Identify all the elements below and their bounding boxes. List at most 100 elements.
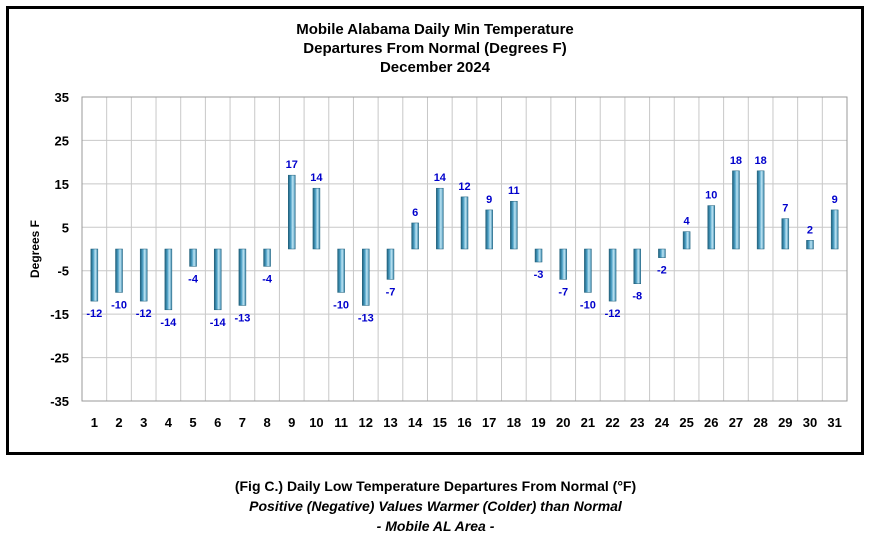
y-tick-label: -35 bbox=[50, 394, 69, 409]
y-tick-label: 5 bbox=[62, 220, 69, 235]
data-label-day-7: -13 bbox=[234, 312, 250, 324]
data-label-day-17: 9 bbox=[486, 194, 492, 206]
bar-day-29 bbox=[781, 218, 790, 250]
x-tick-label: 31 bbox=[827, 415, 841, 430]
y-tick-label: -15 bbox=[50, 307, 69, 322]
bar-day-24 bbox=[658, 248, 666, 258]
data-label-day-30: 2 bbox=[807, 224, 813, 236]
x-tick-label: 8 bbox=[263, 415, 270, 430]
x-tick-label: 24 bbox=[655, 415, 670, 430]
chart-svg: Mobile Alabama Daily Min Temperature Depa… bbox=[28, 21, 848, 430]
bar-day-19 bbox=[534, 248, 543, 263]
bar-day-20 bbox=[559, 248, 567, 280]
x-tick-label: 17 bbox=[482, 415, 496, 430]
data-label-day-26: 10 bbox=[705, 190, 717, 202]
data-label-day-24: -2 bbox=[657, 265, 667, 277]
x-tick-label: 10 bbox=[309, 415, 323, 430]
y-tick-label: 35 bbox=[55, 90, 69, 105]
bar-day-5 bbox=[189, 248, 197, 267]
data-label-day-13: -7 bbox=[386, 286, 396, 298]
y-tick-label: 15 bbox=[55, 177, 69, 192]
bar-day-14 bbox=[411, 222, 419, 250]
bar-day-25 bbox=[682, 231, 691, 250]
y-axis-label: Degrees F bbox=[28, 220, 42, 278]
data-label-day-20: -7 bbox=[558, 286, 568, 298]
plot-area bbox=[81, 96, 848, 402]
x-tick-label: 13 bbox=[383, 415, 397, 430]
bar-day-6 bbox=[213, 248, 222, 311]
x-tick-label: 4 bbox=[165, 415, 173, 430]
data-label-day-19: -3 bbox=[534, 269, 544, 281]
data-label-day-29: 7 bbox=[782, 203, 788, 215]
x-tick-label: 3 bbox=[140, 415, 147, 430]
bar-day-8 bbox=[263, 248, 271, 267]
x-tick-label: 21 bbox=[581, 415, 595, 430]
y-tick-label: -5 bbox=[57, 264, 69, 279]
data-label-day-28: 18 bbox=[755, 155, 767, 167]
x-tick-label: 20 bbox=[556, 415, 570, 430]
chart-title-line-1: Mobile Alabama Daily Min Temperature bbox=[296, 21, 574, 38]
x-tick-label: 30 bbox=[803, 415, 817, 430]
bar-day-2 bbox=[115, 248, 123, 293]
data-label-day-14: 6 bbox=[412, 207, 418, 219]
bar-day-1 bbox=[90, 248, 99, 302]
x-tick-label: 14 bbox=[408, 415, 423, 430]
x-tick-label: 29 bbox=[778, 415, 792, 430]
x-tick-label: 12 bbox=[359, 415, 373, 430]
bar-day-16 bbox=[460, 196, 469, 250]
data-label-day-12: -13 bbox=[358, 312, 374, 324]
x-tick-label: 7 bbox=[239, 415, 246, 430]
x-tick-label: 25 bbox=[679, 415, 693, 430]
data-label-day-2: -10 bbox=[111, 299, 127, 311]
x-tick-label: 11 bbox=[334, 415, 348, 430]
bar-day-18 bbox=[510, 200, 518, 250]
figure-caption: (Fig C.) Daily Low Temperature Departure… bbox=[0, 476, 871, 536]
x-tick-label: 16 bbox=[457, 415, 471, 430]
data-label-day-6: -14 bbox=[210, 317, 227, 329]
y-tick-label: 25 bbox=[55, 133, 69, 148]
x-tick-label: 2 bbox=[115, 415, 122, 430]
bar-day-22 bbox=[608, 248, 617, 302]
bar-day-3 bbox=[139, 248, 148, 302]
data-label-day-9: 17 bbox=[286, 159, 298, 171]
x-tick-label: 28 bbox=[753, 415, 767, 430]
data-label-day-1: -12 bbox=[86, 308, 102, 320]
bar-day-28 bbox=[756, 170, 765, 250]
x-tick-label: 9 bbox=[288, 415, 295, 430]
data-label-day-23: -8 bbox=[632, 291, 642, 303]
bar-day-7 bbox=[238, 248, 247, 306]
data-label-day-11: -10 bbox=[333, 299, 349, 311]
x-tick-label: 15 bbox=[433, 415, 447, 430]
x-tick-label: 5 bbox=[189, 415, 196, 430]
bar-day-11 bbox=[337, 248, 345, 293]
data-label-day-3: -12 bbox=[136, 308, 152, 320]
bar-day-27 bbox=[732, 170, 740, 250]
bar-day-15 bbox=[436, 187, 444, 250]
x-tick-label: 6 bbox=[214, 415, 221, 430]
bar-day-21 bbox=[584, 248, 592, 293]
x-tick-label: 23 bbox=[630, 415, 644, 430]
data-label-day-16: 12 bbox=[458, 181, 470, 193]
x-tick-label: 26 bbox=[704, 415, 718, 430]
data-label-day-31: 9 bbox=[832, 194, 838, 206]
chart-title-line-2: Departures From Normal (Degrees F) bbox=[303, 40, 566, 57]
x-tick-label: 19 bbox=[531, 415, 545, 430]
data-label-day-8: -4 bbox=[262, 273, 273, 285]
bar-day-9 bbox=[288, 174, 296, 250]
x-tick-label: 22 bbox=[605, 415, 619, 430]
x-tick-label: 1 bbox=[91, 415, 98, 430]
data-label-day-15: 14 bbox=[434, 172, 447, 184]
data-label-day-25: 4 bbox=[684, 216, 691, 228]
bar-day-30 bbox=[806, 240, 814, 250]
data-label-day-5: -4 bbox=[188, 273, 199, 285]
chart-frame: Mobile Alabama Daily Min Temperature Depa… bbox=[6, 6, 864, 455]
data-label-day-18: 11 bbox=[508, 185, 520, 197]
data-label-day-10: 14 bbox=[310, 172, 323, 184]
x-tick-label: 18 bbox=[507, 415, 521, 430]
bar-day-12 bbox=[362, 248, 370, 306]
bar-day-4 bbox=[164, 248, 173, 311]
bar-day-13 bbox=[386, 248, 395, 280]
bar-day-17 bbox=[485, 209, 493, 250]
data-label-day-22: -12 bbox=[605, 308, 621, 320]
bar-day-26 bbox=[707, 205, 716, 250]
